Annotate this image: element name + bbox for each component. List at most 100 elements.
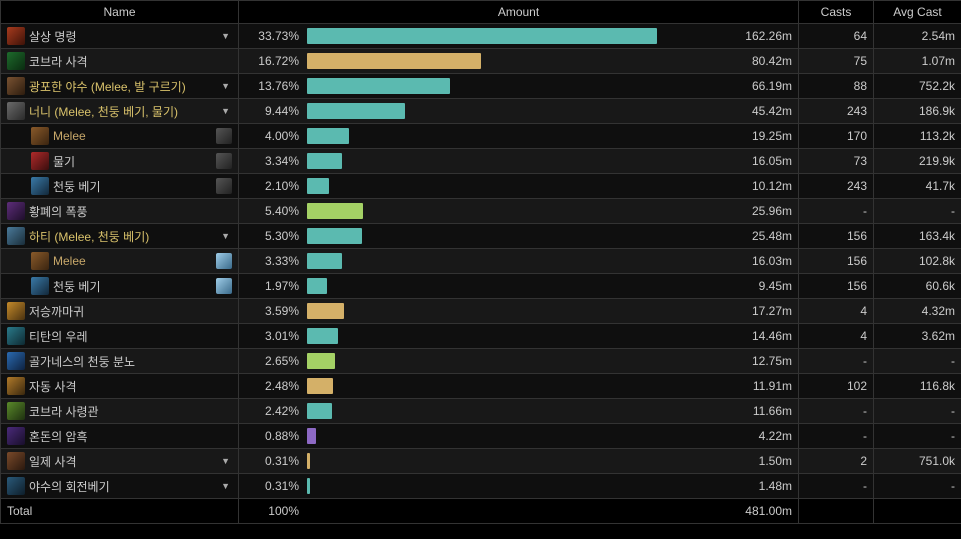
- expand-arrow-icon[interactable]: ▼: [221, 31, 232, 41]
- amount-value: 1.50m: [722, 454, 792, 468]
- percent-value: 5.30%: [245, 229, 299, 243]
- ability-name: Melee: [53, 129, 212, 143]
- percent-value: 3.01%: [245, 329, 299, 343]
- avg-cast-value: -: [874, 199, 961, 224]
- amount-bar: [307, 378, 333, 394]
- table-row[interactable]: 천둥 베기2.10%10.12m24341.7k: [1, 174, 961, 199]
- ability-icon: [31, 252, 49, 270]
- ability-name: 저승까마귀: [29, 303, 232, 320]
- ability-icon: [7, 377, 25, 395]
- table-row[interactable]: 물기3.34%16.05m73219.9k: [1, 149, 961, 174]
- ability-icon: [7, 402, 25, 420]
- expand-arrow-icon[interactable]: ▼: [221, 106, 232, 116]
- casts-value: 243: [799, 99, 874, 124]
- amount-bar: [307, 78, 450, 94]
- table-row[interactable]: 광포한 야수 (Melee, 발 구르기)▼13.76%66.19m88752.…: [1, 74, 961, 99]
- ability-icon: [31, 177, 49, 195]
- header-casts[interactable]: Casts: [799, 1, 874, 24]
- expand-arrow-icon[interactable]: ▼: [221, 481, 232, 491]
- expand-arrow-icon[interactable]: ▼: [221, 81, 232, 91]
- ability-name: 광포한 야수 (Melee, 발 구르기): [29, 78, 217, 95]
- table-row[interactable]: 야수의 회전베기▼0.31%1.48m--: [1, 474, 961, 499]
- ability-name: 티탄의 우레: [29, 328, 232, 345]
- avg-cast-value: 41.7k: [874, 174, 961, 199]
- casts-value: 73: [799, 149, 874, 174]
- percent-value: 2.10%: [245, 179, 299, 193]
- percent-value: 13.76%: [245, 79, 299, 93]
- casts-value: 156: [799, 274, 874, 299]
- table-row[interactable]: Melee4.00%19.25m170113.2k: [1, 124, 961, 149]
- amount-bar: [307, 328, 338, 344]
- avg-cast-value: -: [874, 399, 961, 424]
- percent-value: 4.00%: [245, 129, 299, 143]
- avg-cast-value: -: [874, 474, 961, 499]
- damage-breakdown-table: Name Amount Casts Avg Cast 살상 명령▼33.73%1…: [0, 0, 961, 524]
- ability-name: 물기: [53, 153, 212, 170]
- amount-bar: [307, 303, 344, 319]
- table-row[interactable]: 코브라 사격16.72%80.42m751.07m: [1, 49, 961, 74]
- amount-bar: [307, 153, 342, 169]
- table-row[interactable]: 일제 사격▼0.31%1.50m2751.0k: [1, 449, 961, 474]
- amount-value: 162.26m: [722, 29, 792, 43]
- amount-value: 9.45m: [722, 279, 792, 293]
- expand-arrow-icon[interactable]: ▼: [221, 456, 232, 466]
- casts-value: 4: [799, 299, 874, 324]
- amount-value: 25.96m: [722, 204, 792, 218]
- table-row[interactable]: 자동 사격2.48%11.91m102116.8k: [1, 374, 961, 399]
- amount-bar: [307, 253, 342, 269]
- percent-value: 2.42%: [245, 404, 299, 418]
- casts-value: -: [799, 474, 874, 499]
- table-row[interactable]: Melee3.33%16.03m156102.8k: [1, 249, 961, 274]
- ability-icon: [31, 127, 49, 145]
- header-amount[interactable]: Amount: [239, 1, 799, 24]
- header-name[interactable]: Name: [1, 1, 239, 24]
- casts-value: -: [799, 349, 874, 374]
- ability-icon: [7, 327, 25, 345]
- percent-value: 2.65%: [245, 354, 299, 368]
- percent-value: 33.73%: [245, 29, 299, 43]
- amount-value: 45.42m: [722, 104, 792, 118]
- table-row[interactable]: 하티 (Melee, 천둥 베기)▼5.30%25.48m156163.4k: [1, 224, 961, 249]
- table-row[interactable]: 티탄의 우레3.01%14.46m43.62m: [1, 324, 961, 349]
- avg-cast-value: 4.32m: [874, 299, 961, 324]
- percent-value: 3.34%: [245, 154, 299, 168]
- avg-cast-value: -: [874, 349, 961, 374]
- amount-value: 16.03m: [722, 254, 792, 268]
- casts-value: 4: [799, 324, 874, 349]
- casts-value: 156: [799, 249, 874, 274]
- casts-value: 64: [799, 24, 874, 49]
- avg-cast-value: 113.2k: [874, 124, 961, 149]
- expand-arrow-icon[interactable]: ▼: [221, 231, 232, 241]
- amount-bar: [307, 228, 362, 244]
- table-row[interactable]: 저승까마귀3.59%17.27m44.32m: [1, 299, 961, 324]
- table-row[interactable]: 골가네스의 천둥 분노2.65%12.75m--: [1, 349, 961, 374]
- ability-icon: [7, 302, 25, 320]
- ability-name: 혼돈의 암흑: [29, 428, 232, 445]
- table-row[interactable]: 코브라 사령관2.42%11.66m--: [1, 399, 961, 424]
- header-avg[interactable]: Avg Cast: [874, 1, 961, 24]
- amount-bar: [307, 53, 481, 69]
- table-row[interactable]: 혼돈의 암흑0.88%4.22m--: [1, 424, 961, 449]
- table-row[interactable]: 너니 (Melee, 천둥 베기, 물기)▼9.44%45.42m243186.…: [1, 99, 961, 124]
- casts-value: 102: [799, 374, 874, 399]
- ability-name: 하티 (Melee, 천둥 베기): [29, 228, 217, 245]
- source-badge-icon: [216, 128, 232, 144]
- percent-value: 0.31%: [245, 454, 299, 468]
- amount-value: 19.25m: [722, 129, 792, 143]
- amount-value: 66.19m: [722, 79, 792, 93]
- table-row[interactable]: 천둥 베기1.97%9.45m15660.6k: [1, 274, 961, 299]
- avg-cast-value: 186.9k: [874, 99, 961, 124]
- ability-name: 자동 사격: [29, 378, 232, 395]
- ability-icon: [31, 277, 49, 295]
- amount-bar: [307, 178, 329, 194]
- table-row[interactable]: 황폐의 폭풍5.40%25.96m--: [1, 199, 961, 224]
- table-row[interactable]: 살상 명령▼33.73%162.26m642.54m: [1, 24, 961, 49]
- ability-name: 너니 (Melee, 천둥 베기, 물기): [29, 103, 217, 120]
- ability-icon: [31, 152, 49, 170]
- casts-value: -: [799, 399, 874, 424]
- ability-icon: [7, 202, 25, 220]
- amount-bar: [307, 403, 332, 419]
- ability-name: 코브라 사격: [29, 53, 232, 70]
- total-amount: 481.00m: [722, 504, 792, 518]
- amount-bar: [307, 103, 405, 119]
